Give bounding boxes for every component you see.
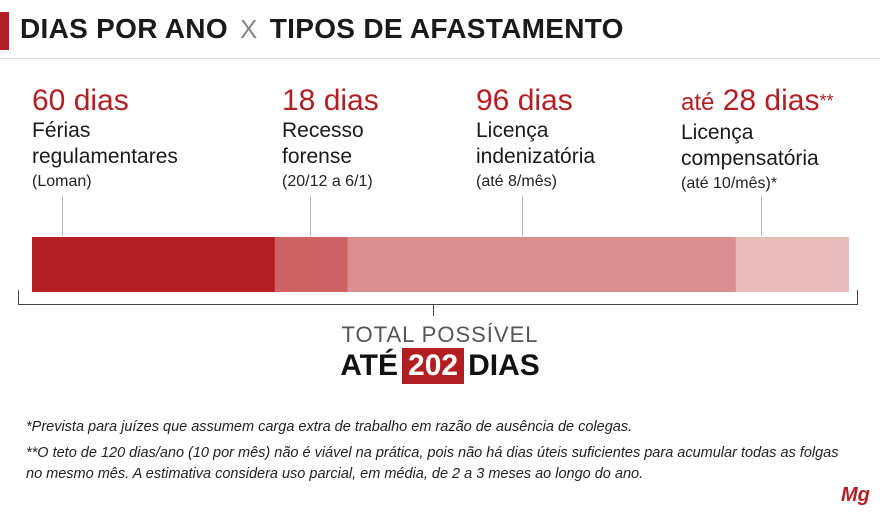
segment-amount-ferias: 60 dias: [32, 84, 129, 117]
footnote-1: *Prevista para juízes que assumem carga …: [26, 419, 633, 435]
amount-suffix: **: [819, 91, 834, 111]
bracket-left: [18, 290, 19, 305]
segment-note-recesso: (20/12 a 6/1): [282, 173, 373, 190]
bar-segment-2: [347, 237, 737, 292]
segment-label-compensatoria: Licença compensatória: [681, 121, 819, 170]
leader-line-indenizatoria: [522, 196, 523, 236]
segment-note-compensatoria: (até 10/mês)*: [681, 175, 778, 192]
segment-amount-recesso: 18 dias: [282, 84, 379, 117]
title-right: TIPOS DE AFASTAMENTO: [269, 13, 624, 44]
publisher-logo: Mg: [841, 484, 870, 506]
page-title: DIAS POR ANO X TIPOS DE AFASTAMENTO: [20, 13, 624, 45]
segment-annotation-compensatoria: até 28 dias** Licença compensatória (até…: [681, 84, 833, 193]
segment-annotation-recesso: 18 dias Recesso forense (20/12 a 6/1): [282, 84, 379, 191]
total-label: TOTAL POSSÍVEL: [341, 322, 539, 347]
leader-line-ferias: [62, 196, 63, 236]
total-value-line: ATÉ 202 DIAS: [250, 348, 630, 384]
title-accent-bar: [0, 12, 9, 50]
segment-label-indenizatoria: Licença indenizatória: [476, 119, 596, 168]
bar-segment-3: [735, 237, 849, 292]
amount-value: 28 dias: [722, 84, 820, 117]
segment-amount-compensatoria: até 28 dias**: [681, 84, 833, 120]
title-divider: [0, 58, 880, 59]
bracket-bottom: [18, 304, 858, 305]
total-value: 202: [402, 348, 465, 384]
segment-amount-indenizatoria: 96 dias: [476, 84, 573, 117]
segment-note-indenizatoria: (até 8/mês): [476, 173, 557, 190]
segment-label-ferias: Férias regulamentares: [32, 119, 178, 168]
segment-note-ferias: (Loman): [32, 173, 92, 190]
segment-annotation-ferias: 60 dias Férias regulamentares (Loman): [32, 84, 178, 191]
bar-segment-0: [32, 237, 276, 292]
leader-line-recesso: [310, 196, 311, 236]
bracket-tick: [433, 304, 434, 316]
total-suffix: DIAS: [468, 349, 540, 382]
segment-annotation-indenizatoria: 96 dias Licença indenizatória (até 8/mês…: [476, 84, 595, 191]
title-left: DIAS POR ANO: [20, 13, 228, 44]
title-separator: X: [240, 14, 258, 44]
bracket-right: [857, 290, 858, 305]
segment-label-recesso: Recesso forense: [282, 119, 364, 168]
bar-segment-1: [274, 237, 348, 292]
amount-prefix: até: [681, 89, 715, 116]
total-prefix: ATÉ: [340, 349, 399, 382]
stacked-bar-chart: [32, 237, 849, 292]
leader-line-compensatoria: [761, 196, 762, 236]
footnote-2: **O teto de 120 dias/ano (10 por mês) nã…: [26, 445, 839, 482]
